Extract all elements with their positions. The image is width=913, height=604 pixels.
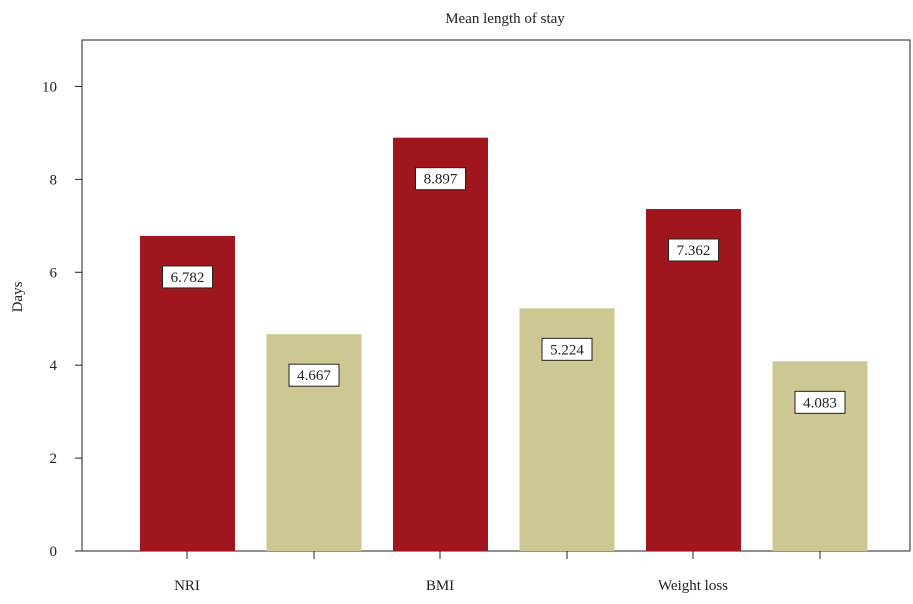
x-axis: NRI BMI Weight loss: [174, 551, 821, 594]
data-label: 4.083: [803, 395, 837, 411]
data-label: 4.667: [297, 368, 331, 384]
y-tick-label-8: 8: [50, 172, 58, 188]
x-category-label-bmi: BMI: [426, 578, 454, 594]
data-label-box: [162, 265, 213, 289]
data-label: 8.897: [424, 172, 458, 188]
y-axis: 0 2 4 6 8 10: [42, 79, 82, 560]
y-tick-label-10: 10: [42, 79, 57, 95]
y-tick-label-6: 6: [50, 265, 58, 281]
x-category-label-weight-loss: Weight loss: [658, 578, 728, 594]
y-axis-label: Days: [10, 281, 26, 312]
bar-bmi-a: [393, 137, 488, 551]
y-tick-label-2: 2: [50, 451, 58, 467]
data-label-box: [794, 390, 846, 414]
bars-group: 6.782 4.667 8.897 5.224 7.362 4.083: [140, 137, 868, 552]
plot-frame: [81, 39, 911, 552]
bar-weight-loss-a: [646, 209, 741, 551]
data-label-box: [288, 363, 340, 387]
data-label: 6.782: [171, 270, 205, 286]
data-label: 7.362: [677, 243, 711, 259]
x-category-label-nri: NRI: [174, 578, 200, 594]
data-label-box: [541, 337, 593, 361]
data-label-box: [668, 238, 719, 262]
data-label-box: [415, 167, 466, 191]
bar-weight-loss-b: [772, 361, 868, 551]
y-tick-label-0: 0: [50, 544, 58, 560]
y-tick-label-4: 4: [50, 358, 58, 374]
bar-nri-a: [140, 235, 235, 552]
chart-title: Mean length of stay: [445, 11, 565, 27]
data-label: 5.224: [550, 342, 584, 358]
